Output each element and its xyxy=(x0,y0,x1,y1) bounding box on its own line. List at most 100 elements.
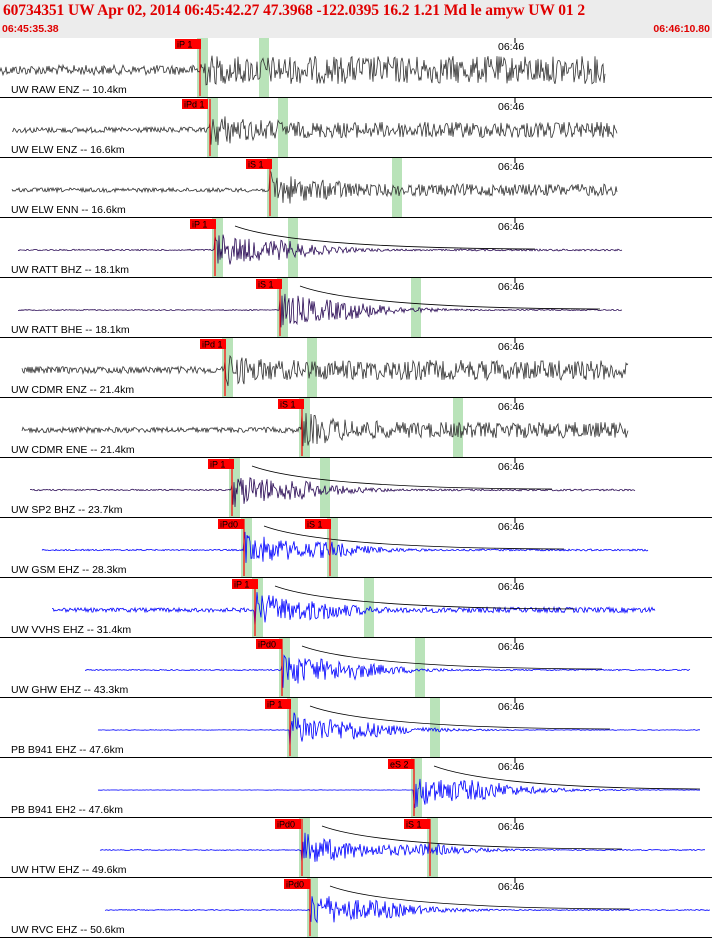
waveform xyxy=(21,413,629,447)
waveform xyxy=(11,170,618,204)
time-tick-label: 06:46 xyxy=(498,701,524,713)
phase-window xyxy=(222,338,233,398)
pick-label: iPd0 xyxy=(258,640,276,650)
pick-flag xyxy=(232,579,258,589)
pick-flag xyxy=(190,219,216,229)
time-tick-label: 06:46 xyxy=(498,41,524,53)
pick-flag xyxy=(265,699,291,709)
waveform xyxy=(97,712,700,748)
pick-label: eS 2 xyxy=(390,760,409,770)
time-tick-label: 06:46 xyxy=(498,101,524,113)
time-tick-label: 06:46 xyxy=(498,341,524,353)
time-start-label: 06:45:35.38 xyxy=(2,23,59,35)
time-tick-label: 06:46 xyxy=(498,281,524,293)
time-tick-label: 06:46 xyxy=(498,401,524,413)
waveform xyxy=(97,778,701,809)
station-label: UW RATT BHE -- 18.1km xyxy=(11,324,130,336)
waveform xyxy=(18,293,623,328)
station-label: UW ELW ENN -- 16.6km xyxy=(11,204,126,216)
event-title: 60734351 UW Apr 02, 2014 06:45:42.27 47.… xyxy=(3,2,585,19)
pick-flag xyxy=(175,39,201,49)
phase-window xyxy=(364,578,374,638)
waveform xyxy=(99,832,706,863)
time-tick-label: 06:46 xyxy=(498,821,524,833)
pick-flag xyxy=(278,399,304,409)
pick-label: iPd 1 xyxy=(202,340,223,350)
waveform xyxy=(17,234,623,265)
station-label: PB B941 EHZ -- 47.6km xyxy=(11,744,124,756)
station-label: PB B941 EH2 -- 47.6km xyxy=(11,804,123,816)
seismogram-panel[interactable]: 06:46 iP 1 UW RAW ENZ -- 10.4km 06:46 iPd 1 U… xyxy=(0,38,712,938)
waveform xyxy=(11,116,618,146)
phase-window xyxy=(411,278,421,338)
pick-label: iPd0 xyxy=(277,820,295,830)
phase-window xyxy=(307,878,318,938)
phase-window xyxy=(252,578,263,638)
waveform xyxy=(29,477,636,508)
waveform xyxy=(52,592,656,627)
station-label: UW GHW EHZ -- 43.3km xyxy=(11,684,129,696)
seismogram-svg[interactable]: 06:46 iP 1 UW RAW ENZ -- 10.4km 06:46 iPd 1 U… xyxy=(0,38,712,938)
time-tick-label: 06:46 xyxy=(498,581,524,593)
waveform xyxy=(0,55,606,86)
time-tick-label: 06:46 xyxy=(498,521,524,533)
phase-window xyxy=(307,338,317,398)
phase-window xyxy=(279,638,290,698)
station-label: UW RATT BHZ -- 18.1km xyxy=(11,264,129,276)
station-label: UW RVC EHZ -- 50.6km xyxy=(11,924,125,936)
title-bar: 60734351 UW Apr 02, 2014 06:45:42.27 47.… xyxy=(0,0,712,38)
coda-curve xyxy=(234,225,536,250)
pick-label: iPd0 xyxy=(220,520,238,530)
coda-curve xyxy=(299,285,601,310)
phase-window xyxy=(288,218,298,278)
pick-flag xyxy=(256,279,282,289)
traces-group: 06:46 iP 1 UW RAW ENZ -- 10.4km 06:46 iPd 1 U… xyxy=(0,38,712,938)
phase-window xyxy=(415,638,425,698)
coda-curve xyxy=(329,885,631,910)
pick-flag xyxy=(182,99,208,109)
pick-label: iS 1 xyxy=(280,400,296,410)
pick-flag xyxy=(388,759,414,769)
pick-flag xyxy=(218,519,244,529)
pick-label: iS 1 xyxy=(248,160,264,170)
coda-curve xyxy=(263,525,565,550)
station-label: UW RAW ENZ -- 10.4km xyxy=(11,84,127,96)
station-label: UW VVHS EHZ -- 31.4km xyxy=(11,624,131,636)
time-tick-label: 06:46 xyxy=(498,461,524,473)
time-tick-label: 06:46 xyxy=(498,221,524,233)
coda-curve xyxy=(309,705,611,730)
waveform xyxy=(41,531,649,563)
pick-flag xyxy=(305,519,331,529)
waveform xyxy=(85,654,691,688)
station-label: UW ELW ENZ -- 16.6km xyxy=(11,144,125,156)
coda-curve xyxy=(433,765,701,790)
coda-curve xyxy=(274,585,576,610)
pick-label: iP 1 xyxy=(210,460,225,470)
coda-curve xyxy=(251,465,553,490)
pick-flag xyxy=(208,459,234,469)
time-tick-label: 06:46 xyxy=(498,161,524,173)
pick-flag xyxy=(275,819,301,829)
pick-label: iPd0 xyxy=(286,880,304,890)
pick-label: iPd 1 xyxy=(184,100,205,110)
pick-label: iP 1 xyxy=(192,220,207,230)
phase-window xyxy=(259,38,269,98)
phase-window xyxy=(453,398,463,458)
station-label: UW CDMR ENZ -- 21.4km xyxy=(11,384,134,396)
time-end-label: 06:46:10.80 xyxy=(653,23,710,35)
phase-window xyxy=(267,158,278,218)
pick-flag xyxy=(246,159,272,169)
time-tick-label: 06:46 xyxy=(498,761,524,773)
time-tick-label: 06:46 xyxy=(498,881,524,893)
time-tick-label: 06:46 xyxy=(498,641,524,653)
station-label: UW SP2 BHZ -- 23.7km xyxy=(11,504,123,516)
station-label: UW HTW EHZ -- 49.6km xyxy=(11,864,127,876)
pick-flag xyxy=(284,879,310,889)
pick-label: iP 1 xyxy=(267,700,282,710)
station-label: UW GSM EHZ -- 28.3km xyxy=(11,564,127,576)
coda-curve xyxy=(321,825,623,850)
pick-label: iS 1 xyxy=(307,520,323,530)
phase-window xyxy=(427,818,438,878)
pick-label: iP 1 xyxy=(177,40,192,50)
coda-curve xyxy=(301,645,603,670)
